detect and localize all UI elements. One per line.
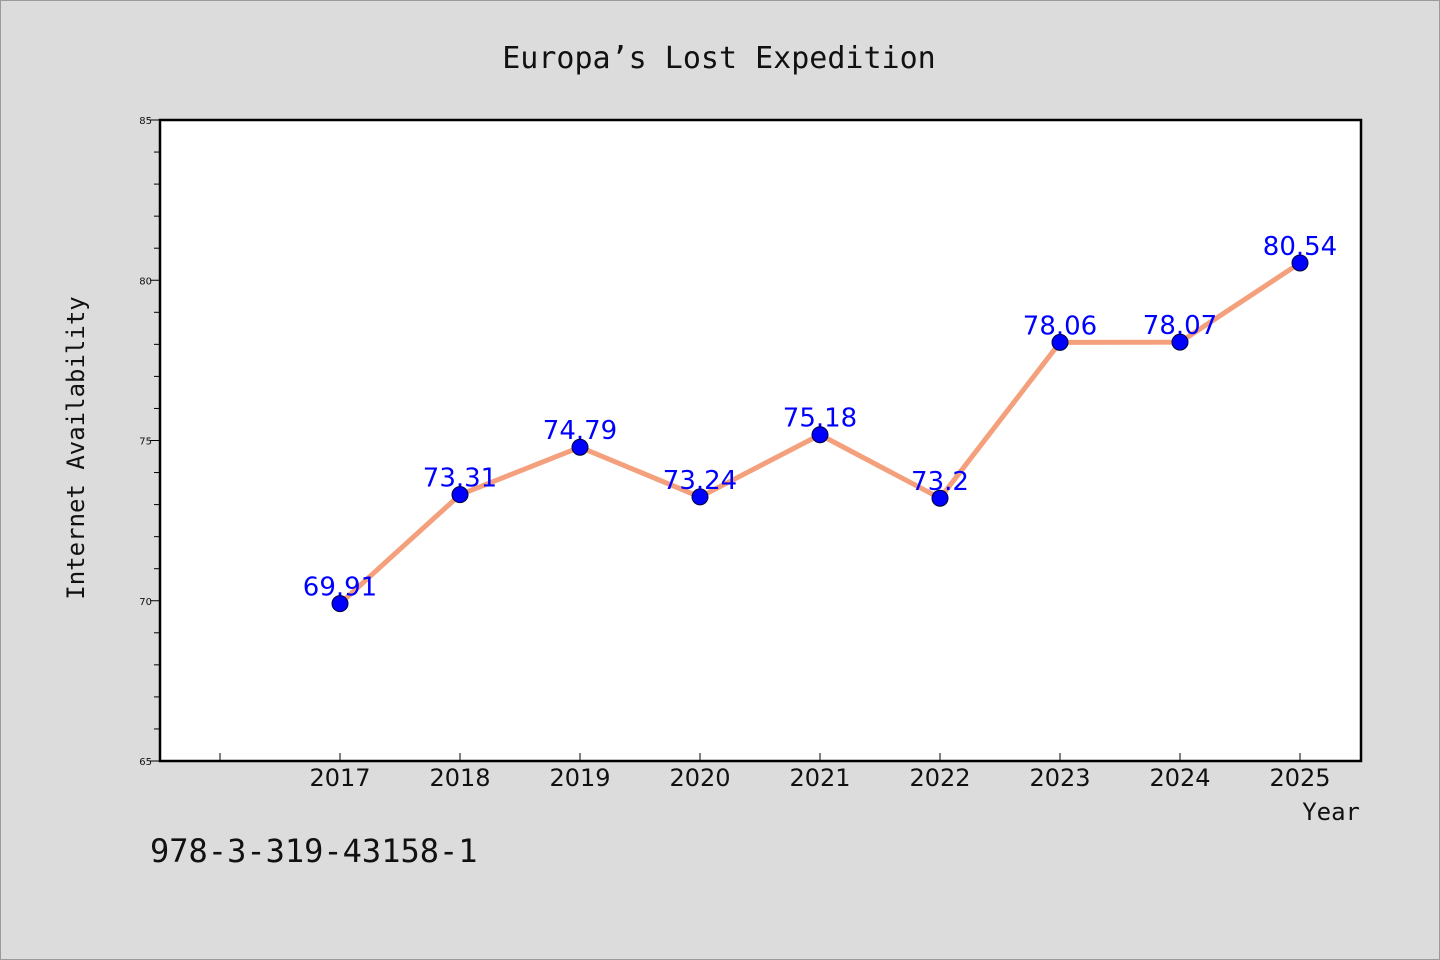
plot-area [158, 118, 1363, 763]
x-tick-label: 2019 [549, 764, 610, 792]
y-axis-title: Internet Availability [62, 296, 90, 599]
data-label: 74.79 [543, 416, 617, 446]
y-axis: 65 70 75 80 85 [139, 116, 160, 768]
data-label: 78.07 [1143, 311, 1217, 341]
y-tick-label: 80 [139, 276, 152, 287]
x-tick-label: 2017 [309, 764, 370, 792]
series-layer: 69.91 73.31 74.79 73.24 75.18 73.2 78.06 78.07 8… [303, 232, 1337, 613]
data-label: 73.24 [663, 466, 737, 496]
x-tick-label: 2018 [429, 764, 490, 792]
data-point [931, 489, 949, 507]
data-point [811, 426, 829, 444]
x-tick-label: 2020 [669, 764, 730, 792]
y-tick-label: 85 [139, 116, 152, 127]
data-point [451, 486, 469, 504]
x-tick-label: 2022 [909, 764, 970, 792]
x-tick-label: 2023 [1029, 764, 1090, 792]
data-point [331, 595, 349, 613]
data-point [691, 488, 709, 506]
data-label: 73.31 [423, 464, 497, 494]
x-axis-title: Year [1302, 798, 1360, 826]
chart-title: Europa’s Lost Expedition [502, 41, 935, 76]
y-tick-label: 70 [139, 597, 152, 608]
data-label: 69.91 [303, 573, 377, 603]
x-tick-label: 2021 [789, 764, 850, 792]
data-label: 75.18 [783, 404, 857, 434]
data-label: 73.2 [911, 467, 969, 497]
x-tick-label: 2025 [1269, 764, 1330, 792]
data-point [1171, 333, 1189, 351]
x-tick-label: 2024 [1149, 764, 1210, 792]
data-label: 78.06 [1023, 311, 1097, 341]
data-point [1291, 254, 1309, 272]
y-tick-label: 75 [139, 437, 152, 448]
y-tick-label: 65 [139, 757, 152, 768]
data-point [1051, 333, 1069, 351]
x-axis: 2017 2018 2019 2020 2021 2022 2023 2024 2025 [219, 753, 1331, 792]
data-label: 80.54 [1263, 232, 1337, 262]
isbn-code: 978-3-319-43158-1 [150, 832, 478, 870]
data-point [571, 438, 589, 456]
